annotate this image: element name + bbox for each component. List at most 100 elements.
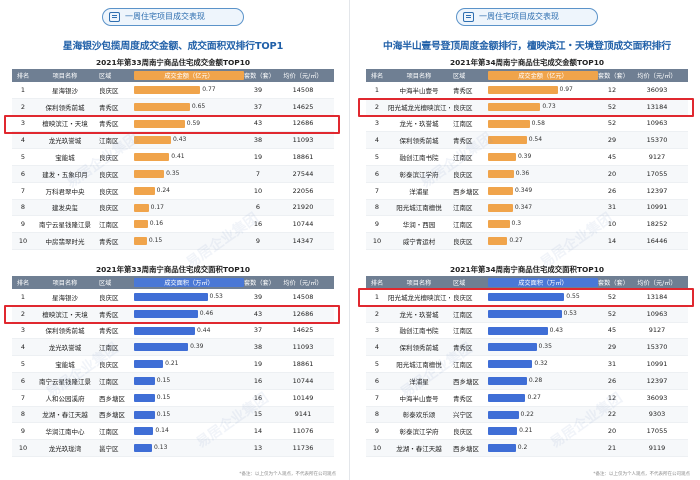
- value-label: 0.15: [156, 376, 171, 384]
- header-name: 项目名称: [406, 280, 432, 287]
- units-cell: 14: [253, 427, 263, 436]
- value-label: 0.41: [171, 153, 185, 161]
- header-district: 区域: [453, 280, 466, 287]
- project-name-cell: 阳光城龙光檀映滨江・天境: [388, 103, 450, 112]
- project-name-cell: 融创江南书院: [399, 154, 439, 163]
- units-cell: 7: [255, 169, 261, 178]
- value-bar: [488, 119, 530, 128]
- bar-cell: 0.2: [488, 440, 598, 456]
- units-cell: 12: [607, 393, 617, 402]
- units-cell: 39: [253, 292, 263, 301]
- bar-cell: 0.15: [134, 390, 244, 406]
- footnote: *备注：以上仅为个人观点，不代表所在公司观点: [239, 472, 336, 477]
- table-row: 10 龙光玖珑湾 邕宁区 0.13 13 11736: [12, 440, 334, 457]
- district-cell: 良庆区: [99, 293, 119, 302]
- header-units: 套数（套）: [598, 280, 629, 287]
- price-cell: 15370: [646, 343, 668, 352]
- district-cell: 良庆区: [99, 154, 119, 163]
- rank-cell: 6: [374, 376, 380, 385]
- rank-cell: 8: [374, 410, 380, 419]
- table-row: 10 中房翡翠时光 青秀区 0.15 9 14347: [12, 233, 334, 250]
- bar-cell: 0.65: [134, 99, 244, 115]
- header-price: 均价（元/㎡）: [637, 73, 677, 80]
- price-cell: 15370: [646, 136, 668, 145]
- value-bar: [488, 343, 537, 352]
- value-label: 0.55: [566, 293, 580, 300]
- value-label: 0.22: [520, 410, 534, 418]
- district-cell: 良庆区: [453, 103, 473, 112]
- bar-cell: 0.53: [488, 306, 598, 322]
- project-name-cell: 龙光・玖誉城: [399, 310, 439, 319]
- bar-cell: 0.97: [488, 82, 598, 98]
- value-bar: [488, 220, 510, 229]
- rank-cell: 1: [374, 85, 380, 94]
- header-price: 均价（元/㎡）: [283, 280, 323, 287]
- district-cell: 青秀区: [453, 137, 473, 146]
- value-bar: [134, 326, 196, 335]
- price-cell: 36093: [646, 85, 668, 94]
- rank-cell: 3: [20, 119, 26, 128]
- district-cell: 青秀区: [99, 310, 119, 319]
- project-name-cell: 阳光城江南檀悦: [396, 204, 442, 213]
- table-title: 2021年第33周南宁商品住宅成交面积TOP10: [96, 265, 250, 274]
- project-name-cell: 龙光玖誉城: [48, 344, 82, 353]
- project-name-cell: 龙湖・春江天越: [42, 411, 88, 420]
- area-table: 2021年第33周南宁商品住宅成交面积TOP10 排名 项目名称 区域 成交面积（万㎡）…: [12, 264, 334, 457]
- units-cell: 19: [253, 360, 263, 369]
- price-cell: 12397: [646, 376, 668, 385]
- table-row: 1 阳光城龙光檀映滨江・天境良庆区 0.55 52 13184: [366, 289, 688, 306]
- bar-cell: 0.73: [488, 99, 598, 115]
- table-row: 7 万科君翠中央 良庆区 0.24 10 22056: [12, 183, 334, 200]
- project-name-cell: 中海半山壹号: [399, 86, 439, 95]
- price-cell: 9127: [648, 326, 666, 335]
- units-cell: 6: [255, 203, 261, 212]
- project-name-cell: 彰泰欢乐颂: [402, 411, 436, 420]
- bar-cell: 0.39: [134, 339, 244, 355]
- district-cell: 江南区: [99, 377, 119, 386]
- price-cell: 9119: [648, 444, 666, 453]
- bar-cell: 0.36: [488, 166, 598, 182]
- price-cell: 13184: [646, 102, 668, 111]
- value-bar: [134, 119, 185, 128]
- project-name-cell: 阳光城龙光檀映滨江・天境: [388, 293, 450, 302]
- units-cell: 20: [607, 169, 617, 178]
- district-cell: 邕宁区: [99, 445, 119, 454]
- units-cell: 15: [253, 410, 263, 419]
- rank-cell: 4: [374, 343, 380, 352]
- units-cell: 38: [253, 136, 263, 145]
- table-row: 7 中海半山壹号 青秀区 0.27 12 36093: [366, 390, 688, 407]
- value-label: 0.53: [209, 293, 223, 300]
- price-cell: 14508: [292, 292, 314, 301]
- value-bar: [134, 393, 155, 402]
- value-label: 0.97: [559, 86, 573, 93]
- table-row: 8 彰泰欢乐颂 兴宁区 0.22 22 9303: [366, 406, 688, 424]
- value-bar: [134, 410, 155, 419]
- price-cell: 27544: [292, 169, 314, 178]
- value-label: 0.13: [154, 444, 168, 452]
- bar-cell: 0.3: [488, 216, 598, 232]
- price-cell: 22056: [292, 186, 314, 195]
- table-row: 5 宝能城 良庆区 0.21 19 18861: [12, 356, 334, 373]
- table-row: 8 建发央玺 良庆区 0.17 6 21920: [12, 199, 334, 217]
- price-cell: 11736: [292, 444, 314, 453]
- bar-cell: 0.54: [488, 132, 598, 148]
- district-cell: 青秀区: [453, 86, 473, 95]
- bar-cell: 0.15: [134, 373, 244, 389]
- district-cell: 江南区: [453, 154, 473, 163]
- value-label: 0.43: [549, 326, 563, 334]
- district-cell: 江南区: [453, 327, 473, 336]
- header-rank: 排名: [370, 280, 384, 287]
- bar-cell: 0.59: [134, 116, 244, 132]
- value-label: 0.54: [528, 136, 543, 144]
- district-cell: 良庆区: [99, 86, 119, 95]
- rank-cell: 3: [374, 119, 380, 128]
- units-cell: 43: [253, 119, 263, 128]
- project-name-cell: 檀映滨江・天境: [42, 120, 88, 129]
- price-cell: 10991: [646, 203, 668, 212]
- table-row: 9 彰泰滨江学府 良庆区 0.21 20 17055: [366, 423, 688, 441]
- bar-cell: 0.27: [488, 390, 598, 406]
- amount-table: 2021年第33周南宁商品住宅成交金额TOP10 排名 项目名称 区域 成交金额（亿元）…: [12, 57, 334, 250]
- left-report-panel: 一周住宅项目成交表现 星海银沙包揽周度成交金额、成交面积双排行TOP1 2021…: [0, 0, 346, 480]
- units-cell: 16: [253, 220, 263, 229]
- units-cell: 21: [607, 444, 617, 453]
